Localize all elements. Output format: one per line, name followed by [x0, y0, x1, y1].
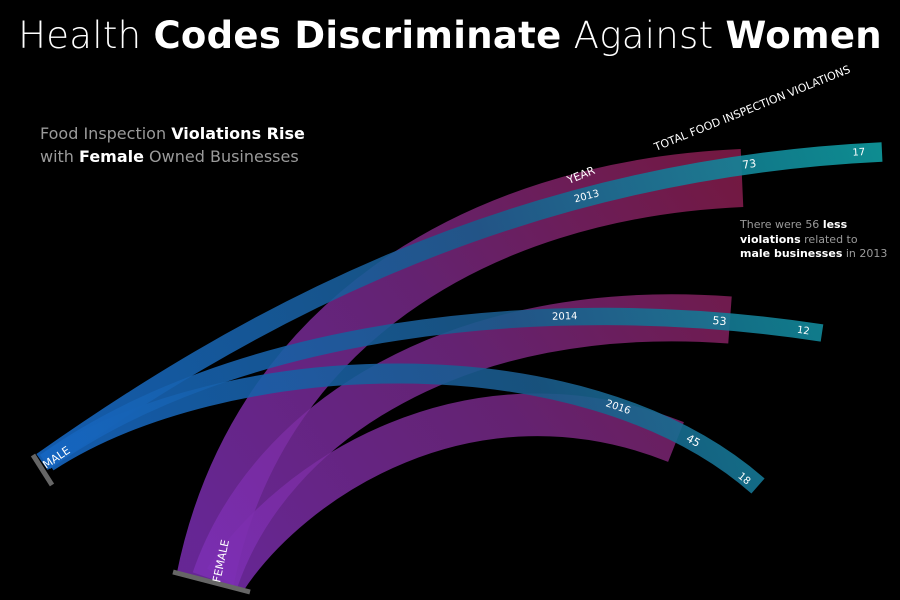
female-violation-value-2016: 45 [684, 432, 703, 450]
female-violation-value-2013: 73 [741, 157, 757, 172]
chart-title: Health Codes Discriminate Against Women [18, 14, 882, 57]
male-base-line [30, 453, 55, 487]
male-arc-2016 [42, 363, 765, 494]
chart-subtitle: Food Inspection Violations Rise with Fema… [40, 124, 305, 166]
total-axis-label: TOTAL FOOD INSPECTION VIOLATIONS [651, 63, 852, 154]
female-base-line [172, 569, 251, 595]
annotation-note: There were 56 less violations related to m… [740, 218, 888, 260]
female-arc-2016 [207, 393, 684, 592]
male-violation-value-2014: 12 [796, 325, 810, 338]
year-label-2014: 2014 [552, 311, 578, 323]
male-violation-value-2013: 17 [852, 147, 865, 159]
female-violation-value-2014: 53 [712, 314, 727, 328]
